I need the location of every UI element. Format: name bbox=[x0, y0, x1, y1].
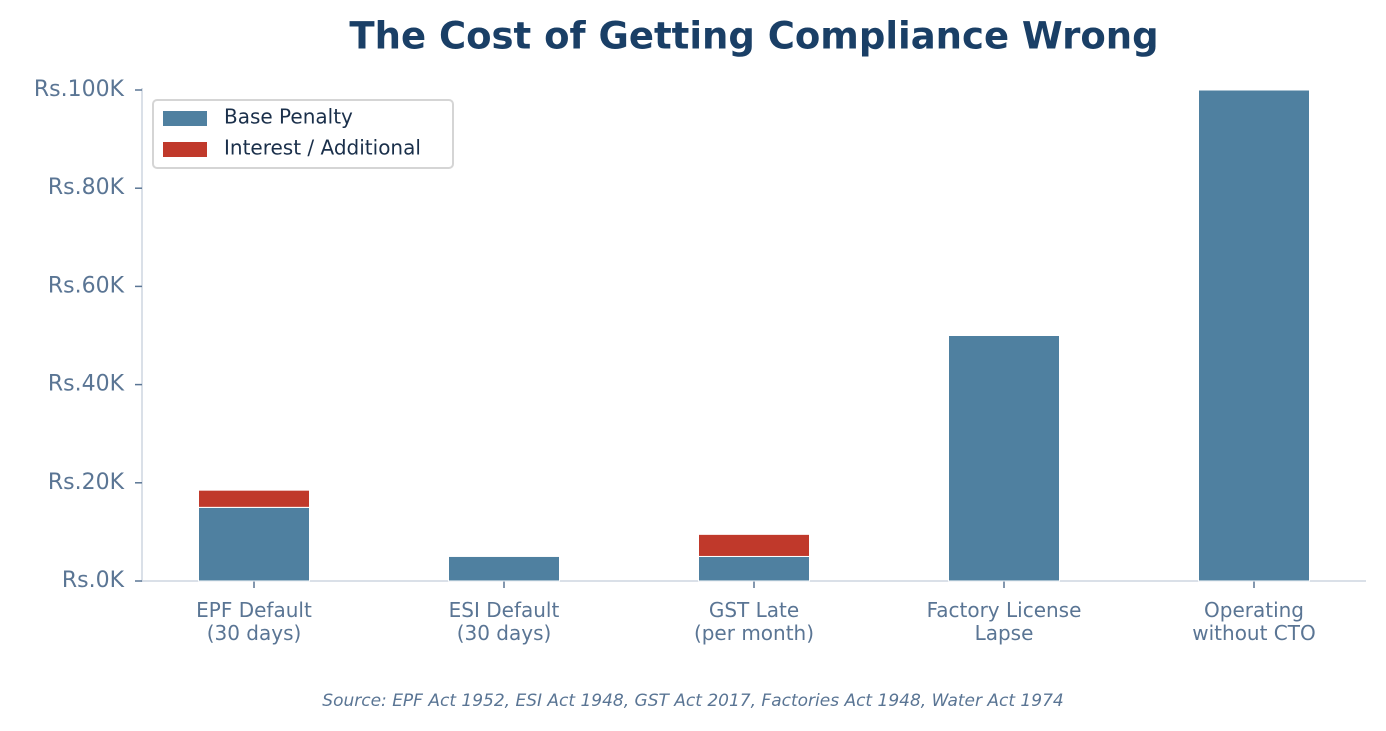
x-tick-label-line: (30 days) bbox=[457, 621, 552, 645]
legend-swatch bbox=[163, 142, 207, 157]
source-note: Source: EPF Act 1952, ESI Act 1948, GST … bbox=[322, 691, 1063, 711]
legend-label: Base Penalty bbox=[224, 105, 353, 129]
x-tick-label: Factory License Lapse bbox=[927, 598, 1082, 645]
y-tick-label: Rs.20K bbox=[48, 470, 125, 495]
x-tick-label-line: ESI Default bbox=[449, 598, 560, 622]
chart-title: The Cost of Getting Compliance Wrong bbox=[349, 15, 1158, 58]
x-tick-label-line: GST Late bbox=[709, 598, 799, 622]
x-tick-label-line: (per month) bbox=[694, 621, 814, 645]
x-tick-label-line: EPF Default bbox=[196, 598, 312, 622]
x-tick-label-line: Operating bbox=[1204, 598, 1304, 622]
x-tick-label-line: (30 days) bbox=[207, 621, 302, 645]
x-tick-label-line: Lapse bbox=[975, 621, 1034, 645]
y-tick-label: Rs.0K bbox=[62, 568, 125, 593]
bar-segment bbox=[198, 489, 310, 508]
x-tick-label: GST Late (per month) bbox=[694, 598, 814, 645]
y-tick-label: Rs.40K bbox=[48, 372, 125, 397]
y-tick-label: Rs.80K bbox=[48, 175, 125, 200]
y-tick-label: Rs.100K bbox=[34, 77, 125, 102]
x-tick-label-line: without CTO bbox=[1192, 621, 1315, 645]
bar-segment bbox=[448, 555, 560, 582]
legend-label: Interest / Additional bbox=[224, 136, 421, 160]
y-tick-label: Rs.60K bbox=[48, 273, 125, 298]
legend-swatch bbox=[163, 111, 207, 126]
x-tick-label-line: Factory License bbox=[927, 598, 1082, 622]
x-tick-label: ESI Default (30 days) bbox=[449, 598, 560, 645]
x-tick-label: EPF Default (30 days) bbox=[196, 598, 312, 645]
x-tick-label: Operating without CTO bbox=[1192, 598, 1315, 645]
bar-segment bbox=[698, 555, 810, 582]
legend-box bbox=[152, 99, 454, 169]
bar-segment bbox=[698, 533, 810, 557]
bar-segment bbox=[948, 335, 1060, 582]
bar-segment bbox=[198, 506, 310, 582]
bar-segment bbox=[1198, 89, 1310, 582]
